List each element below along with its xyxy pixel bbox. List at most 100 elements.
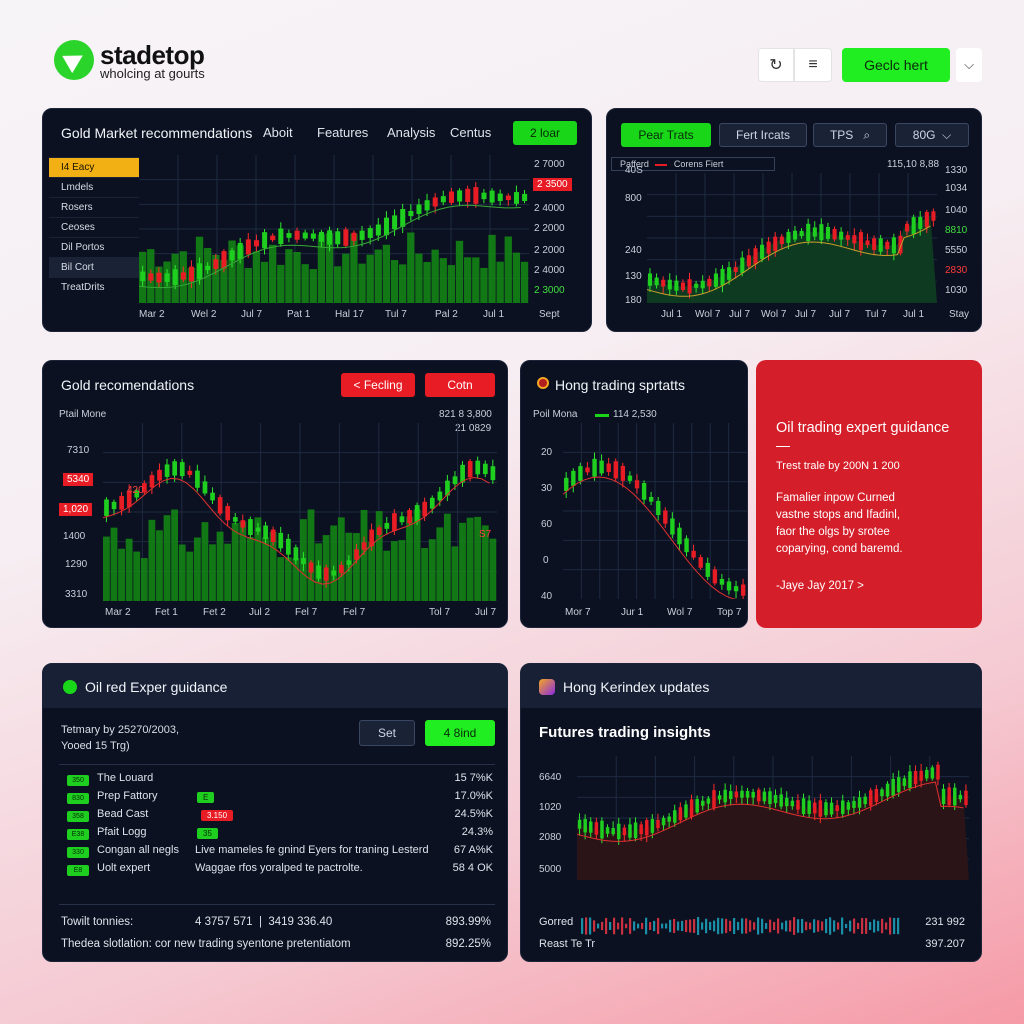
volume-bar <box>481 525 489 601</box>
sparkline-bar <box>745 918 748 934</box>
card-link[interactable]: -Jaye Jay 2017 > <box>776 580 864 592</box>
candle-body <box>684 538 689 553</box>
candle-body <box>885 241 890 250</box>
sparkline-bar <box>621 917 624 935</box>
sparkline-bar <box>629 918 632 934</box>
volume-bar <box>512 252 521 303</box>
sparkline-bar <box>661 923 664 929</box>
set-button[interactable]: Set <box>359 720 415 746</box>
volume-bar <box>317 234 326 303</box>
feeling-button[interactable]: < Fecling <box>341 373 415 397</box>
sparkline-bar <box>705 918 708 934</box>
sparkline-bar <box>657 917 660 935</box>
volume-bar <box>301 264 309 303</box>
candle-body <box>753 248 758 265</box>
x-tick: Jul 7 <box>475 607 497 618</box>
candle-body <box>796 800 800 810</box>
volume-bar <box>193 537 201 601</box>
x-tick: Jul 1 <box>903 309 925 320</box>
candle-body <box>768 791 772 805</box>
refresh-icon[interactable]: ↻ <box>758 48 794 82</box>
candle-body <box>812 227 817 237</box>
candle-body <box>262 232 268 249</box>
sidebar-item[interactable]: Rosers <box>49 197 139 217</box>
y-tick: 40S <box>625 165 643 176</box>
sidebar-item[interactable]: Ceoses <box>49 217 139 237</box>
sparkline-bar <box>805 921 808 931</box>
panel1-action-button[interactable]: 2 loar <box>513 121 577 145</box>
volume-bar <box>293 251 301 303</box>
sidebar-item[interactable]: Dil Portos <box>49 237 139 257</box>
candle-body <box>142 483 147 493</box>
candle-body <box>188 266 195 282</box>
sparkline-bar <box>809 922 812 930</box>
sidebar-item-active[interactable]: I4 Eacy <box>49 157 139 177</box>
volume-bar <box>133 551 141 601</box>
table-row[interactable]: 350 The Louard 15 7%K <box>67 772 493 790</box>
sparkline-bar <box>613 917 616 935</box>
candle-body <box>440 196 446 203</box>
candle-body <box>432 197 438 207</box>
oil-guidance-card[interactable]: Oil trading expert guidance Trest trale … <box>756 360 982 628</box>
search-tps[interactable]: TPS ⌕ <box>813 123 887 147</box>
x-tick: Wol 7 <box>667 607 693 618</box>
brand-logo-icon[interactable] <box>54 40 94 80</box>
find-button[interactable]: 4 8ind <box>425 720 495 746</box>
table-row[interactable]: 358 Bead Cast 3.150 24.5%K <box>67 808 493 826</box>
volume-bar <box>246 537 254 601</box>
sparkline-bar <box>737 921 740 931</box>
nav-about[interactable]: Aboit <box>263 125 293 140</box>
volume-bar <box>269 531 277 601</box>
candle-body <box>766 241 771 254</box>
candle-body <box>898 235 903 254</box>
timeframe-select[interactable]: 80G ⌵ <box>895 123 969 147</box>
sparkline-bar <box>833 920 836 932</box>
table-row[interactable]: E8 Uolt expert Waggae rfos yoralped te p… <box>67 862 493 880</box>
candle-body <box>911 217 916 235</box>
volume-bar <box>360 509 368 601</box>
menu-icon[interactable]: ≡ <box>794 48 832 82</box>
row-value: 58 4 OK <box>452 862 493 874</box>
candle-body <box>656 819 660 829</box>
candle-body <box>941 788 946 805</box>
table-row[interactable]: 830 Prep Fattory E 17.0%K <box>67 790 493 808</box>
sparkline-bar <box>609 921 612 931</box>
header-cta-button[interactable]: Geclc hert <box>842 48 950 82</box>
candle-body <box>670 518 675 535</box>
count-button[interactable]: Cotn <box>425 373 495 397</box>
footer-value: 231 992 <box>925 916 965 928</box>
gold-candlestick-chart <box>139 155 529 303</box>
volume-bar <box>204 248 212 303</box>
y-tick: 2 4000 <box>534 265 565 276</box>
row-label: The Louard <box>97 772 154 784</box>
candle-body <box>819 224 824 241</box>
volume-bar <box>464 257 472 303</box>
sparkline-bar <box>853 918 856 934</box>
volume-bar <box>220 259 228 303</box>
candle-body <box>627 475 633 481</box>
row-value: 67 A%K <box>453 844 493 856</box>
chevron-down-icon[interactable]: ⌵ <box>956 48 982 82</box>
tab-fert-ircats[interactable]: Fert Ircats <box>719 123 807 147</box>
price-marker: S7 <box>479 529 492 540</box>
nav-contact[interactable]: Centus <box>450 125 492 140</box>
sparkline-bar <box>713 920 716 932</box>
candle-body <box>723 789 727 803</box>
candle-body <box>845 235 850 240</box>
candle-body <box>293 547 299 561</box>
y-tick: 5550 <box>945 245 968 256</box>
hong-trading-chart <box>563 423 747 599</box>
nav-analysis[interactable]: Analysis <box>387 125 436 140</box>
oil-expert-panel: Oil red Exper guidance Tetmary by 25270/… <box>42 663 508 962</box>
nav-features[interactable]: Features <box>317 125 369 140</box>
tab-pear-trats[interactable]: Pear Trats <box>621 123 711 147</box>
candle-body <box>416 204 422 215</box>
table-row[interactable]: 330 Congan all negls Live mameles fe gni… <box>67 844 493 862</box>
candle-body <box>149 475 155 488</box>
sidebar-item[interactable]: TreatDrits <box>49 277 139 297</box>
y-tick: 3310 <box>65 589 88 600</box>
sidebar-item[interactable]: Lmdels <box>49 177 139 197</box>
sidebar-item[interactable]: Bil Cort <box>49 257 139 277</box>
legend-swatch <box>595 414 609 417</box>
table-row[interactable]: E38 Pfait Logg 35 24.3% <box>67 826 493 844</box>
